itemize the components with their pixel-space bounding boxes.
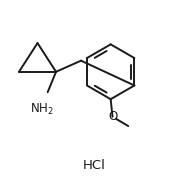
Text: HCl: HCl (83, 159, 105, 172)
Text: O: O (108, 110, 117, 123)
Text: NH$_2$: NH$_2$ (30, 101, 54, 117)
